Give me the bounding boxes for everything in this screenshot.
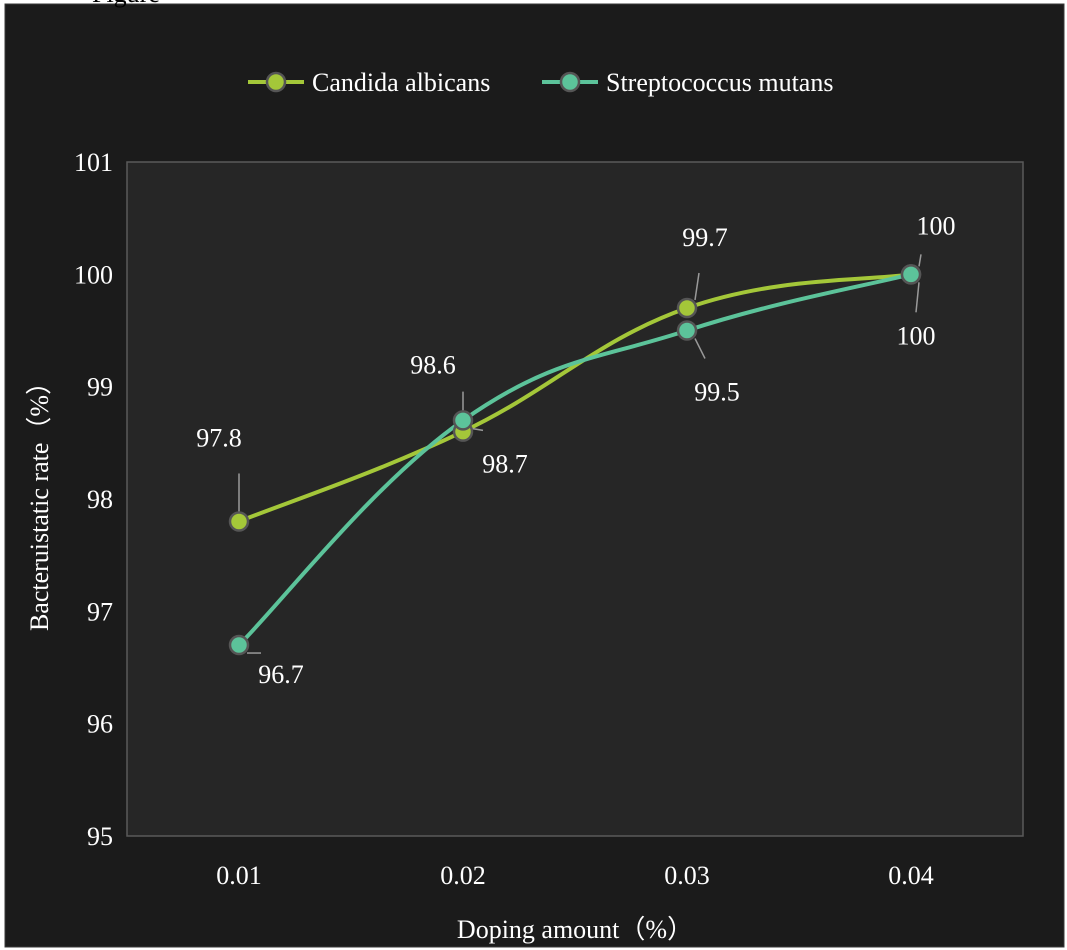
legend-label: Candida albicans <box>312 68 490 97</box>
data-label: 99.7 <box>682 223 728 252</box>
data-labels: 97.8 98.6 99.7 100 96.7 98.7 99.5 100 <box>196 211 955 689</box>
x-tick-label: 0.02 <box>440 861 486 890</box>
series-lines <box>237 272 913 648</box>
y-tick-label: 99 <box>87 373 113 402</box>
series-markers <box>228 264 922 656</box>
data-point-marker <box>676 297 698 319</box>
plot-area <box>126 161 1024 837</box>
y-axis-title: Bacteruistatic rate（%） <box>25 369 54 631</box>
data-label: 98.6 <box>410 351 456 380</box>
label-leader-line <box>470 427 484 432</box>
x-tick-label: 0.04 <box>888 861 934 890</box>
data-label: 98.7 <box>482 449 528 478</box>
y-tick-label: 96 <box>87 710 113 739</box>
data-label-leaders <box>238 254 922 654</box>
legend-marker-swatch <box>559 71 581 93</box>
label-leader-line <box>918 254 922 267</box>
y-tick-label: 101 <box>74 148 113 177</box>
data-point-marker <box>900 264 922 285</box>
data-label: 100 <box>897 321 936 350</box>
x-tick-label: 0.03 <box>664 861 710 890</box>
data-point-marker <box>228 511 250 532</box>
y-axis: 95 96 97 98 99 100 101 <box>74 148 113 851</box>
caption-fragment: Figure <box>92 0 160 8</box>
y-tick-label: 97 <box>87 597 113 626</box>
y-tick-label: 98 <box>87 485 113 514</box>
data-point-marker <box>228 634 250 656</box>
label-leader-line <box>694 272 700 301</box>
data-label: 96.7 <box>258 660 304 689</box>
data-point-marker <box>676 320 698 341</box>
x-tick-label: 0.01 <box>216 861 262 890</box>
data-label: 97.8 <box>196 423 242 452</box>
data-point-marker <box>452 410 474 431</box>
x-axis: 0.01 0.02 0.03 0.04 <box>216 861 934 890</box>
y-tick-label: 95 <box>87 822 113 851</box>
series-line <box>237 272 913 648</box>
legend-marker-swatch <box>265 71 287 93</box>
data-label: 100 <box>917 211 956 240</box>
series-line <box>237 272 913 524</box>
x-axis-title: Doping amount（%） <box>457 915 693 944</box>
legend-label: Streptococcus mutans <box>606 68 833 97</box>
data-label: 99.5 <box>694 378 740 407</box>
y-tick-label: 100 <box>74 260 113 289</box>
chart-legend: Candida albicans Streptococcus mutans <box>248 68 833 97</box>
label-leader-line <box>694 338 706 359</box>
label-leader-line <box>915 282 920 313</box>
